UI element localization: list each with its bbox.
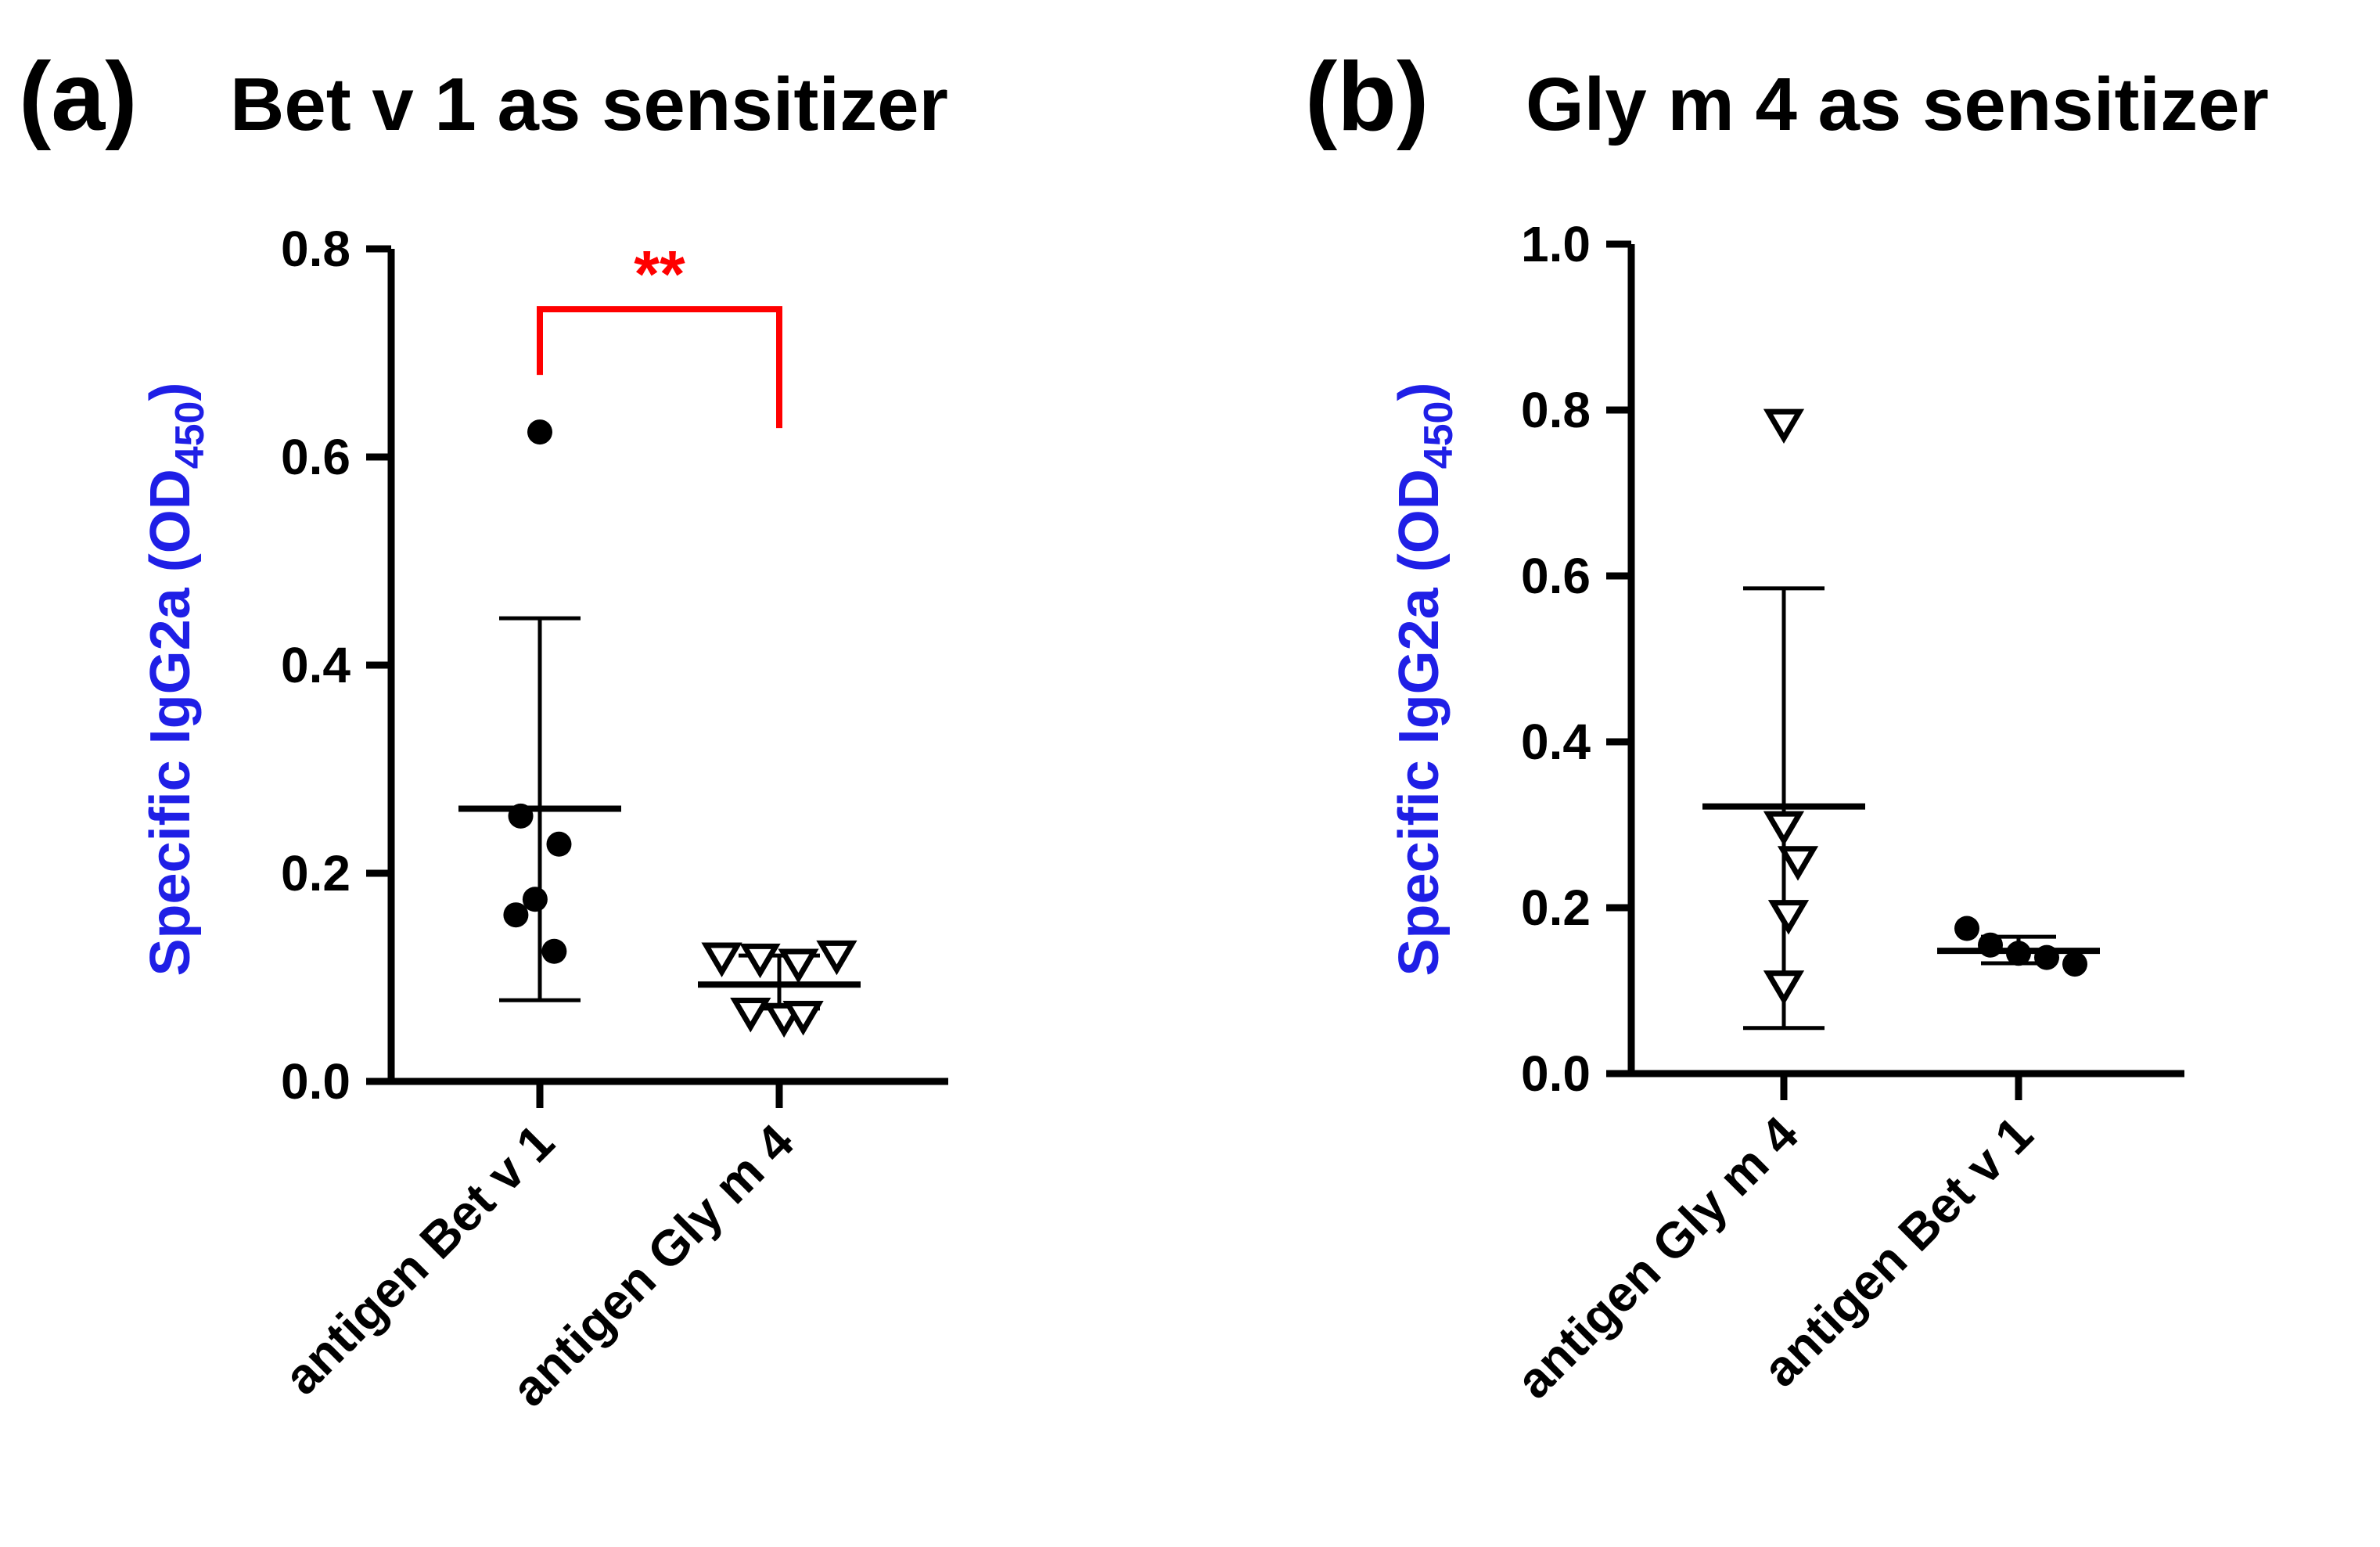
panel-b-y-tick-label: 0.0	[1521, 1045, 1591, 1102]
panel-a-y-tick-label: 0.0	[281, 1053, 351, 1110]
panel-a-y-tick-label: 0.2	[281, 845, 351, 901]
panel-a-data-point	[816, 940, 857, 976]
panel-a-data-point	[739, 943, 781, 979]
panel-a-y-tick-label: 0.6	[281, 429, 351, 485]
panel-a-significance-bracket	[537, 306, 782, 429]
panel-a-data-point	[546, 831, 572, 857]
panel-a-y-axis-title: Specific IgG2a (OD450)	[139, 383, 213, 977]
panel-b-y-tick-label: 1.0	[1521, 216, 1591, 272]
panel-a-letter: (a)	[19, 43, 138, 151]
panel-b-letter: (b)	[1305, 43, 1429, 151]
panel-b-y-axis-title: Specific IgG2a (OD450)	[1388, 383, 1461, 977]
panel-a-data-point	[527, 419, 552, 445]
panel-b-data-point	[1978, 932, 2003, 958]
panel-a-significance-label: **	[634, 237, 685, 311]
panel-b-data-point	[2062, 952, 2087, 977]
panel-a-data-point	[541, 938, 567, 964]
panel-a-data-point	[522, 887, 548, 912]
panel-a-title: Bet v 1 as sensitizer	[230, 63, 948, 146]
panel-b-y-tick-label: 0.4	[1521, 714, 1591, 770]
panel-b-title: Gly m 4 as sensitizer	[1526, 63, 2269, 146]
panel-a-data-point	[730, 998, 771, 1033]
panel-b-data-point	[1763, 811, 1805, 847]
panel-b-y-tick-label: 0.8	[1521, 382, 1591, 438]
panel-b-data-point	[1954, 916, 1979, 941]
panel-a-data-point	[778, 948, 819, 984]
panel-a-data-point	[503, 902, 529, 928]
panel-b-data-point	[2034, 944, 2059, 970]
panel-b-data-point	[1767, 900, 1810, 935]
panel-b-y-tick-label: 0.6	[1521, 548, 1591, 604]
panel-a-data-point	[782, 1001, 824, 1036]
panel-b-data-point	[1763, 408, 1805, 444]
panel-b-data-point	[1763, 970, 1805, 1006]
panel-b-y-tick-label: 0.2	[1521, 880, 1591, 936]
panel-a-y-tick-label: 0.8	[281, 221, 351, 277]
panel-b-data-point	[2006, 941, 2031, 966]
panel-a-data-point	[701, 942, 742, 977]
panel-b-data-point	[1777, 846, 1819, 881]
panel-a-data-point	[508, 803, 534, 829]
panel-a-y-tick-label: 0.4	[281, 637, 351, 693]
